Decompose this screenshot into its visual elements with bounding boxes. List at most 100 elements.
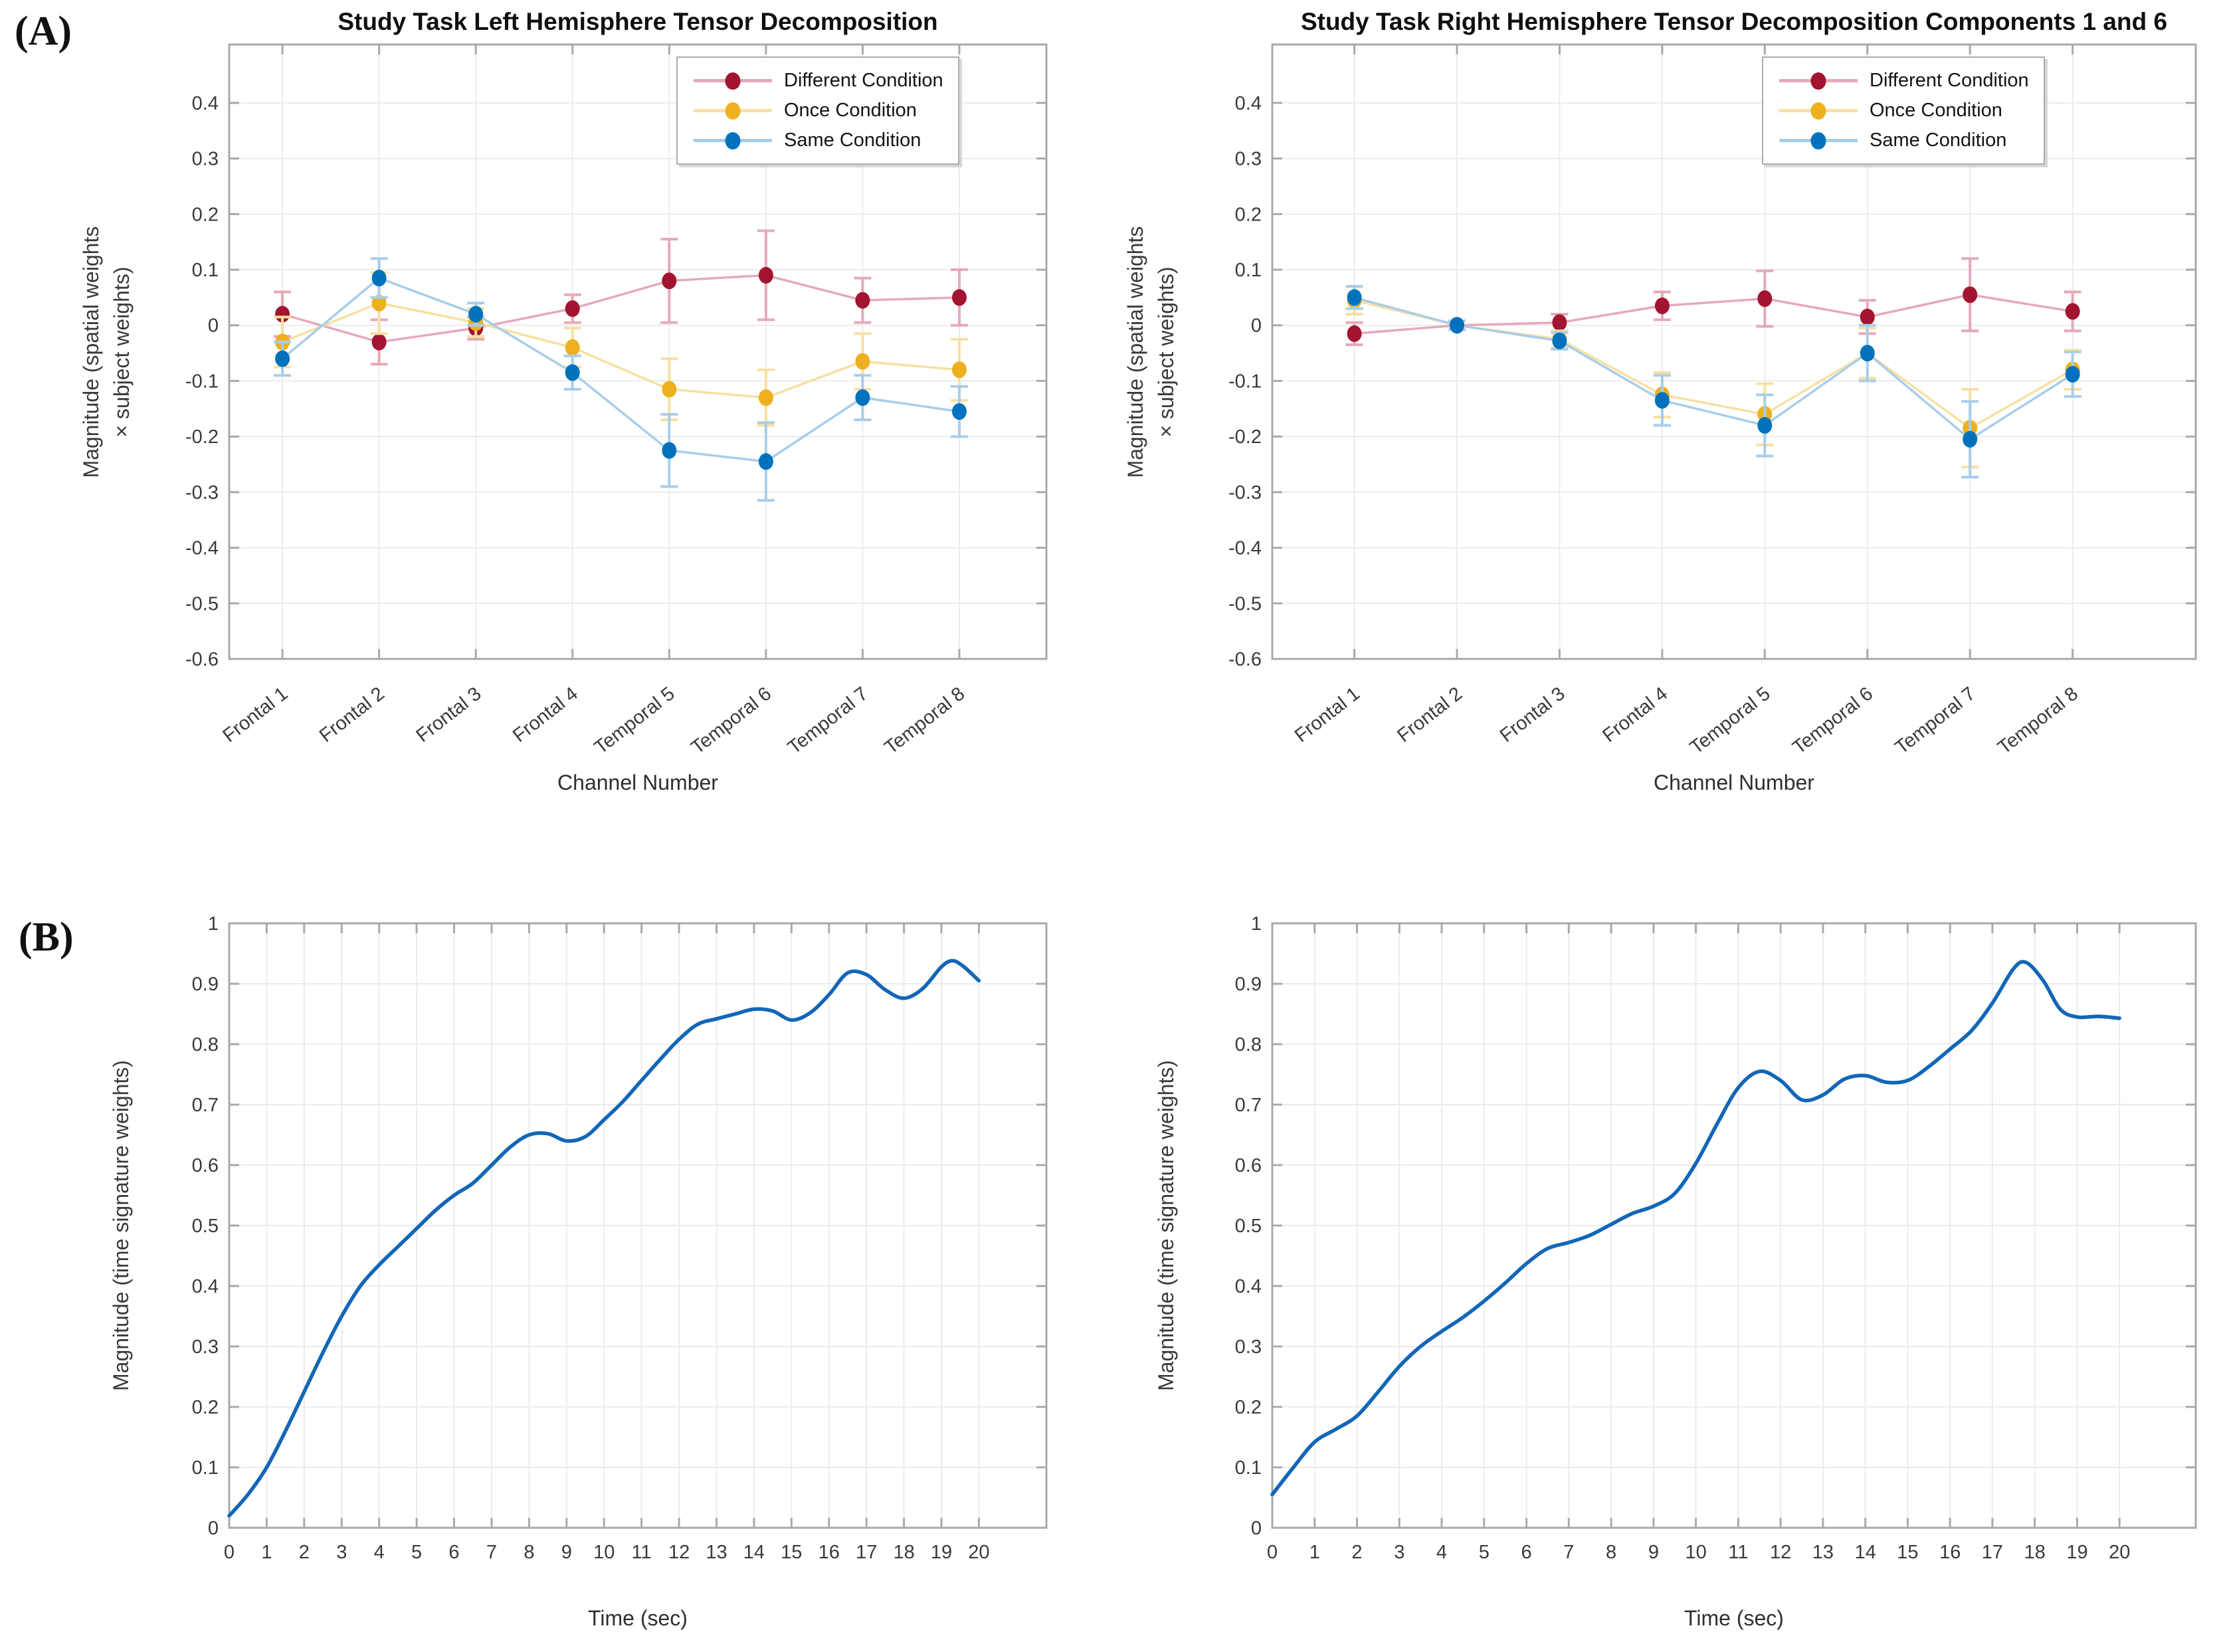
svg-text:-0.6: -0.6 xyxy=(185,649,219,670)
svg-text:Frontal 4: Frontal 4 xyxy=(509,683,582,747)
y-tick-labels: 0 0.1 0.2 0.3 0.4 0.5 0.6 0.7 0.8 0.9 1 xyxy=(192,913,219,1539)
gridlines xyxy=(1272,45,2196,660)
series-same-condition xyxy=(1345,285,2081,479)
svg-text:Temporal 5: Temporal 5 xyxy=(591,683,679,759)
svg-text:5: 5 xyxy=(1479,1542,1490,1563)
panel-label-a: (A) xyxy=(15,9,72,54)
svg-text:1: 1 xyxy=(1309,1542,1320,1563)
svg-text:2: 2 xyxy=(1351,1542,1362,1563)
svg-text:0.4: 0.4 xyxy=(192,1276,219,1297)
legend-label: Once Condition xyxy=(1870,100,2002,121)
svg-text:Frontal 4: Frontal 4 xyxy=(1598,683,1672,747)
svg-text:13: 13 xyxy=(706,1542,727,1563)
bottom-right-line-plot: 00.10.20.30.40.50.60.70.80.910 1 2 3 4 5 6 7 8 9 1… xyxy=(1235,913,2197,1563)
svg-text:12: 12 xyxy=(1770,1542,1791,1563)
svg-text:17: 17 xyxy=(856,1542,877,1563)
svg-text:-0.4: -0.4 xyxy=(1228,538,1262,559)
legend-label: Different Condition xyxy=(784,70,943,91)
gridlines xyxy=(229,45,1046,660)
svg-text:0: 0 xyxy=(224,1542,235,1563)
svg-text:Frontal 2: Frontal 2 xyxy=(316,683,389,747)
errorbar-line-sample-icon xyxy=(1779,132,1858,149)
marker-dot-icon xyxy=(725,72,741,90)
tick-marks xyxy=(228,922,1046,1529)
svg-text:Temporal 7: Temporal 7 xyxy=(784,683,872,759)
svg-text:7: 7 xyxy=(486,1542,497,1563)
svg-text:14: 14 xyxy=(1855,1542,1876,1563)
svg-text:0.5: 0.5 xyxy=(1235,1216,1262,1237)
svg-text:0.3: 0.3 xyxy=(1235,149,1262,170)
legend-label: Once Condition xyxy=(784,100,917,121)
svg-text:10: 10 xyxy=(593,1542,615,1563)
svg-text:6: 6 xyxy=(448,1542,459,1563)
legend-label: Same Condition xyxy=(784,130,921,151)
svg-text:0.7: 0.7 xyxy=(1235,1095,1262,1116)
x-tick-labels: 0 1 2 3 4 5 6 7 8 9 10 11 12 13 14 15 16 17 18 19 20 xyxy=(1267,1542,2130,1563)
svg-text:13: 13 xyxy=(1812,1542,1834,1563)
svg-text:-0.6: -0.6 xyxy=(1228,649,1262,670)
svg-text:11: 11 xyxy=(1728,1542,1748,1563)
errorbar-line-sample-icon xyxy=(1779,72,1858,90)
svg-text:-0.3: -0.3 xyxy=(1228,482,1262,504)
legend-item-once-condition: Once Condition xyxy=(694,100,943,122)
x-axis-label-top-left: Channel Number xyxy=(557,771,718,794)
svg-text:3: 3 xyxy=(1394,1542,1404,1563)
svg-text:20: 20 xyxy=(968,1542,989,1563)
svg-text:6: 6 xyxy=(1521,1542,1532,1563)
svg-text:0: 0 xyxy=(1251,316,1262,337)
svg-text:11: 11 xyxy=(632,1542,652,1563)
svg-text:Temporal 6: Temporal 6 xyxy=(687,683,775,759)
svg-text:Temporal 6: Temporal 6 xyxy=(1788,683,1877,759)
svg-text:1: 1 xyxy=(208,913,219,935)
svg-text:0: 0 xyxy=(208,1518,219,1539)
svg-text:0: 0 xyxy=(208,316,219,337)
y-tick-labels: 0.4 0.3 0.2 0.1 0 -0.1 -0.2 -0.3 -0.4 -0.5 -0.6 xyxy=(1228,93,1262,670)
svg-text:16: 16 xyxy=(1939,1542,1961,1563)
svg-text:0.1: 0.1 xyxy=(192,1457,219,1479)
axes-box xyxy=(228,43,1048,660)
panel-label-b: (B) xyxy=(19,915,74,960)
svg-text:1: 1 xyxy=(261,1542,272,1563)
svg-text:Frontal 1: Frontal 1 xyxy=(1291,683,1364,747)
svg-text:0.6: 0.6 xyxy=(192,1155,219,1176)
legend-item-once-condition: Once Condition xyxy=(1779,100,2029,122)
tick-marks xyxy=(229,45,1046,660)
errorbar-line-sample-icon xyxy=(694,72,772,90)
svg-text:2: 2 xyxy=(299,1542,310,1563)
svg-text:0: 0 xyxy=(1267,1542,1278,1563)
svg-text:18: 18 xyxy=(893,1542,914,1563)
svg-text:16: 16 xyxy=(819,1542,840,1563)
svg-text:-0.3: -0.3 xyxy=(185,482,219,504)
legend-label: Different Condition xyxy=(1870,70,2029,91)
bottom-left-line-plot: 00.10.20.30.40.50.60.70.80.910 1 2 3 4 5 6 7 8 9 1… xyxy=(192,913,1048,1563)
svg-text:4: 4 xyxy=(374,1542,385,1563)
svg-text:14: 14 xyxy=(743,1542,765,1563)
svg-text:0.3: 0.3 xyxy=(192,1336,219,1358)
svg-text:9: 9 xyxy=(561,1542,572,1563)
svg-text:3: 3 xyxy=(336,1542,347,1563)
svg-text:Frontal 2: Frontal 2 xyxy=(1393,683,1466,747)
svg-text:0.4: 0.4 xyxy=(1235,1276,1262,1297)
legend-item-different-condition: Different Condition xyxy=(1779,70,2029,92)
x-axis-label-top-right: Channel Number xyxy=(1654,771,1814,794)
svg-text:Temporal 8: Temporal 8 xyxy=(881,683,969,759)
svg-text:8: 8 xyxy=(524,1542,534,1563)
svg-text:0.7: 0.7 xyxy=(192,1095,219,1116)
svg-text:-0.1: -0.1 xyxy=(1228,371,1262,392)
svg-text:17: 17 xyxy=(1982,1542,2003,1563)
marker-dot-icon xyxy=(1810,132,1826,149)
svg-text:9: 9 xyxy=(1648,1542,1659,1563)
tick-marks xyxy=(1272,45,2196,660)
chart-title-top-right: Study Task Right Hemisphere Tensor Decom… xyxy=(1300,8,2168,35)
svg-text:Frontal 1: Frontal 1 xyxy=(219,683,292,747)
svg-text:-0.2: -0.2 xyxy=(1228,426,1262,448)
svg-text:-0.1: -0.1 xyxy=(185,371,219,392)
y-tick-labels: 0 0.1 0.2 0.3 0.4 0.5 0.6 0.7 0.8 0.9 1 xyxy=(1235,913,1262,1539)
svg-text:1: 1 xyxy=(1251,913,1262,935)
svg-text:8: 8 xyxy=(1606,1542,1616,1563)
svg-text:19: 19 xyxy=(931,1542,952,1563)
legend-top-right: Different Condition Once Condition Same … xyxy=(1762,56,2045,165)
svg-text:-0.5: -0.5 xyxy=(1228,593,1262,614)
svg-text:-0.2: -0.2 xyxy=(185,426,219,448)
x-tick-labels: 0 1 2 3 4 5 6 7 8 9 10 11 12 13 14 15 16 17 18 19 20 xyxy=(224,1542,990,1563)
